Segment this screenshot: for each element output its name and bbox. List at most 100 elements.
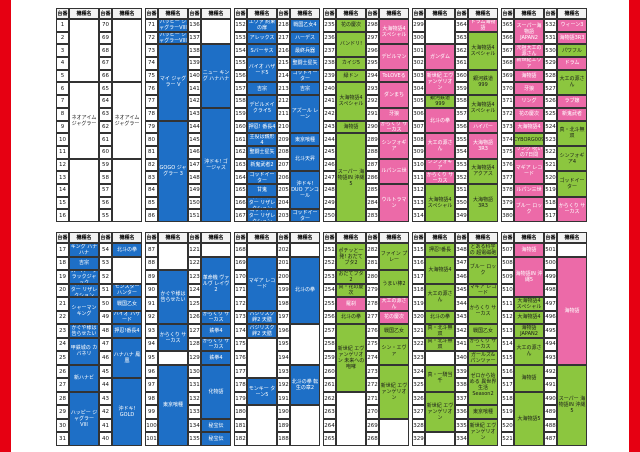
machine-number: 5 — [56, 69, 69, 83]
red-frame — [629, 0, 640, 452]
machine-cell: 戦国乙女4 — [290, 19, 320, 32]
machine-cell: からくり サーカス — [201, 337, 231, 352]
machine-number: 22 — [56, 310, 69, 325]
machine-number: 56 — [99, 196, 112, 210]
header-number: 台番 — [145, 8, 158, 19]
header-name: 機種名 — [425, 232, 455, 243]
machine-number: 91 — [145, 297, 158, 311]
machine-number: 508 — [501, 256, 514, 271]
machine-number: 351 — [455, 183, 468, 197]
machine-number: 276 — [366, 324, 379, 338]
machine-number: 214 — [277, 69, 290, 83]
machine-cell: 吉宗 — [69, 256, 99, 271]
machine-cell: ゼロから始める 異世界生活 Season2 — [468, 364, 498, 406]
machine-number: 125 — [188, 297, 201, 311]
machine-number: 241 — [323, 95, 336, 108]
machine-number: 260 — [323, 364, 336, 379]
machine-number: 517 — [501, 378, 514, 392]
machine-number: 30 — [56, 418, 69, 433]
machine-cell: 新世紀 エヴァンゲリオン — [468, 418, 498, 446]
machine-number: 335 — [455, 418, 468, 433]
machine-cell: 新世紀 エヴァンゲリオン — [425, 391, 455, 433]
machine-cell: 大海物語5 — [514, 391, 544, 446]
machine-cell — [290, 243, 320, 257]
machine-number: 152 — [234, 19, 247, 32]
machine-number: 217 — [277, 31, 290, 45]
machine-cell: ハッピー ジャグラーVIII — [158, 19, 188, 32]
machine-number: 259 — [323, 351, 336, 365]
machine-number: 328 — [412, 418, 425, 433]
machine-number: 210 — [277, 120, 290, 134]
machine-number: 343 — [455, 310, 468, 325]
machine-number: 262 — [323, 391, 336, 406]
machine-number: 204 — [277, 196, 290, 210]
machine-number: 67 — [99, 57, 112, 70]
machine-number: 157 — [234, 82, 247, 96]
machine-cell: ダンまち — [379, 82, 409, 108]
machine-number: 7 — [56, 95, 69, 108]
machine-number: 322 — [412, 337, 425, 352]
machine-cell: シン・エヴァ — [379, 337, 409, 365]
machine-number: 123 — [188, 270, 201, 284]
machine-cell: リング — [514, 95, 544, 108]
machine-number: 63 — [99, 107, 112, 121]
machine-cell: 大海物語4 — [425, 256, 455, 284]
machine-cell: 北斗の拳 — [290, 256, 320, 325]
machine-number: 47 — [99, 337, 112, 352]
machine-number: 23 — [56, 324, 69, 338]
machine-number: 520 — [501, 418, 514, 433]
machine-number: 73 — [145, 44, 158, 58]
machine-number: 344 — [455, 297, 468, 311]
machine-number: 368 — [501, 57, 514, 70]
machine-number: 497 — [544, 297, 557, 311]
machine-number: 65 — [99, 82, 112, 96]
machine-number: 277 — [366, 310, 379, 325]
machine-number: 372 — [501, 107, 514, 121]
machine-number: 69 — [99, 31, 112, 45]
machine-number: 380 — [501, 209, 514, 222]
machine-number: 309 — [412, 145, 425, 159]
machine-number: 340 — [455, 351, 468, 365]
machine-number: 2 — [56, 31, 69, 45]
machine-number: 257 — [323, 324, 336, 338]
machine-number: 275 — [366, 337, 379, 352]
machine-cell: 海物語IN 沖縄5 — [514, 256, 544, 298]
machine-number: 136 — [188, 19, 201, 32]
machine-number: 286 — [366, 171, 379, 184]
machine-cell: からくり サーカス — [557, 196, 587, 222]
machine-number: 159 — [234, 107, 247, 121]
machine-cell: CYBORG009 — [514, 133, 544, 146]
machine-number: 517 — [544, 209, 557, 222]
header-name: 機種名 — [247, 8, 277, 19]
machine-cell: マギア レコード — [468, 283, 498, 298]
machine-number: 84 — [145, 183, 158, 197]
machine-cell — [69, 158, 99, 222]
machine-number: 124 — [188, 283, 201, 298]
machine-number: 347 — [455, 256, 468, 271]
machine-number: 379 — [501, 196, 514, 210]
machine-number: 319 — [412, 297, 425, 311]
machine-number: 20 — [56, 283, 69, 298]
machine-number: 70 — [99, 19, 112, 32]
machine-number: 197 — [277, 310, 290, 325]
machine-number: 49 — [99, 310, 112, 325]
machine-number: 290 — [366, 120, 379, 134]
machine-number: 269 — [366, 418, 379, 433]
machine-number: 318 — [412, 283, 425, 298]
machine-cell: リング 呪いの7日間 — [514, 145, 544, 159]
machine-number: 98 — [145, 391, 158, 406]
machine-cell: ハーデス — [290, 31, 320, 45]
header-name: 機種名 — [201, 232, 231, 243]
machine-number: 17 — [56, 243, 69, 257]
machine-number: 29 — [56, 405, 69, 419]
machine-number: 9 — [56, 120, 69, 134]
machine-cell: 大工の源さん — [514, 337, 544, 365]
machine-cell: からくり サーカス — [201, 310, 231, 325]
machine-cell: ハッピー ジャグラー VIII — [69, 391, 99, 446]
machine-cell: 大海物語4 — [514, 310, 544, 325]
header-name: 機種名 — [468, 232, 498, 243]
machine-cell: ラブ嬢 — [557, 95, 587, 108]
machine-number: 501 — [544, 243, 557, 257]
machine-number: 128 — [188, 337, 201, 352]
